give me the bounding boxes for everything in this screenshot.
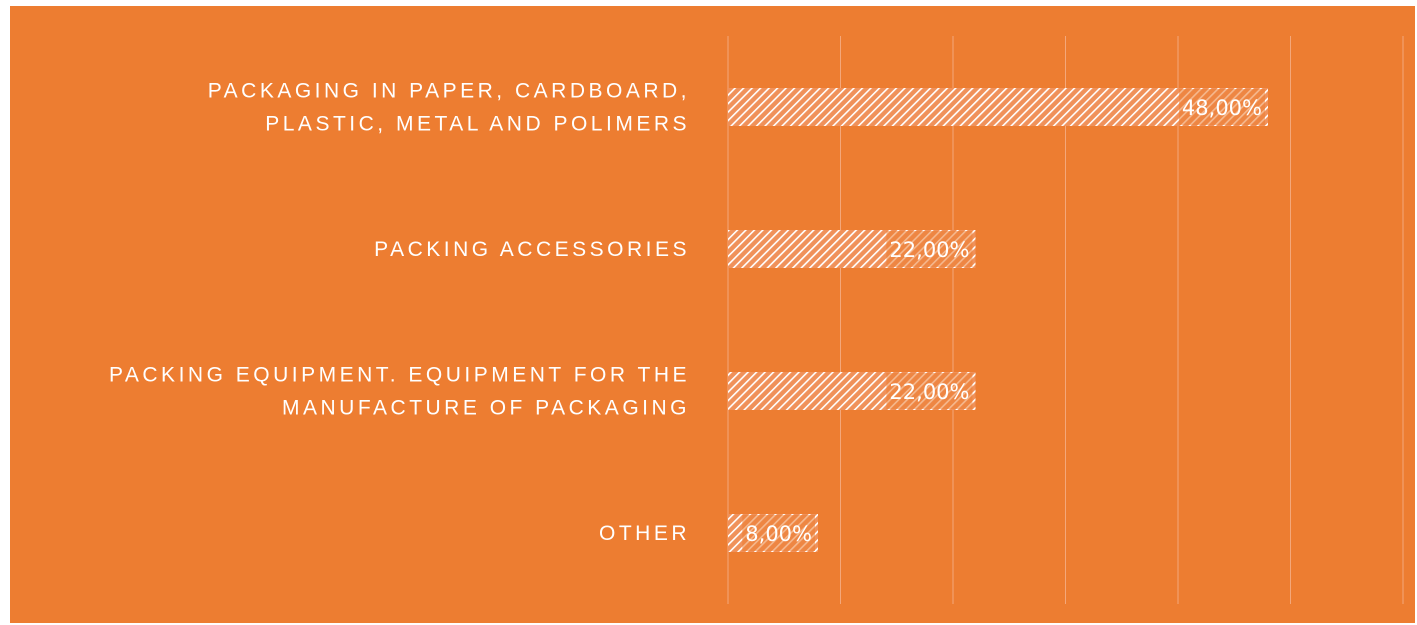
data-label: 8,00% (745, 522, 812, 546)
category-label: MANUFACTURE OF PACKAGING (282, 397, 690, 420)
category-label: PLASTIC, METAL AND POLIMERS (265, 113, 690, 136)
category-labels: PACKAGING IN PAPER, CARDBOARD, PLASTIC, M… (109, 80, 690, 546)
data-label-background (742, 515, 815, 551)
bar (728, 88, 1268, 126)
data-label: 22,00% (889, 380, 969, 404)
category-label: OTHER (599, 522, 690, 545)
bar-chart: PACKAGING IN PAPER, CARDBOARD, PLASTIC, M… (109, 36, 1404, 604)
data-label: 22,00% (889, 238, 969, 262)
category-label: PACKING ACCESSORIES (374, 238, 690, 261)
data-labels: 48,00% 22,00% 22,00% 8,00% (742, 89, 1265, 551)
data-label-background (886, 373, 973, 409)
bars (728, 88, 1268, 552)
gridlines (727, 36, 1404, 604)
data-label-background (1178, 89, 1265, 125)
chart-area: PACKAGING IN PAPER, CARDBOARD, PLASTIC, M… (10, 6, 1415, 623)
category-label: PACKAGING IN PAPER, CARDBOARD, (208, 80, 690, 103)
data-label-background (886, 231, 973, 267)
data-label: 48,00% (1182, 96, 1262, 120)
category-label: PACKING EQUIPMENT. EQUIPMENT FOR THE (109, 364, 690, 387)
